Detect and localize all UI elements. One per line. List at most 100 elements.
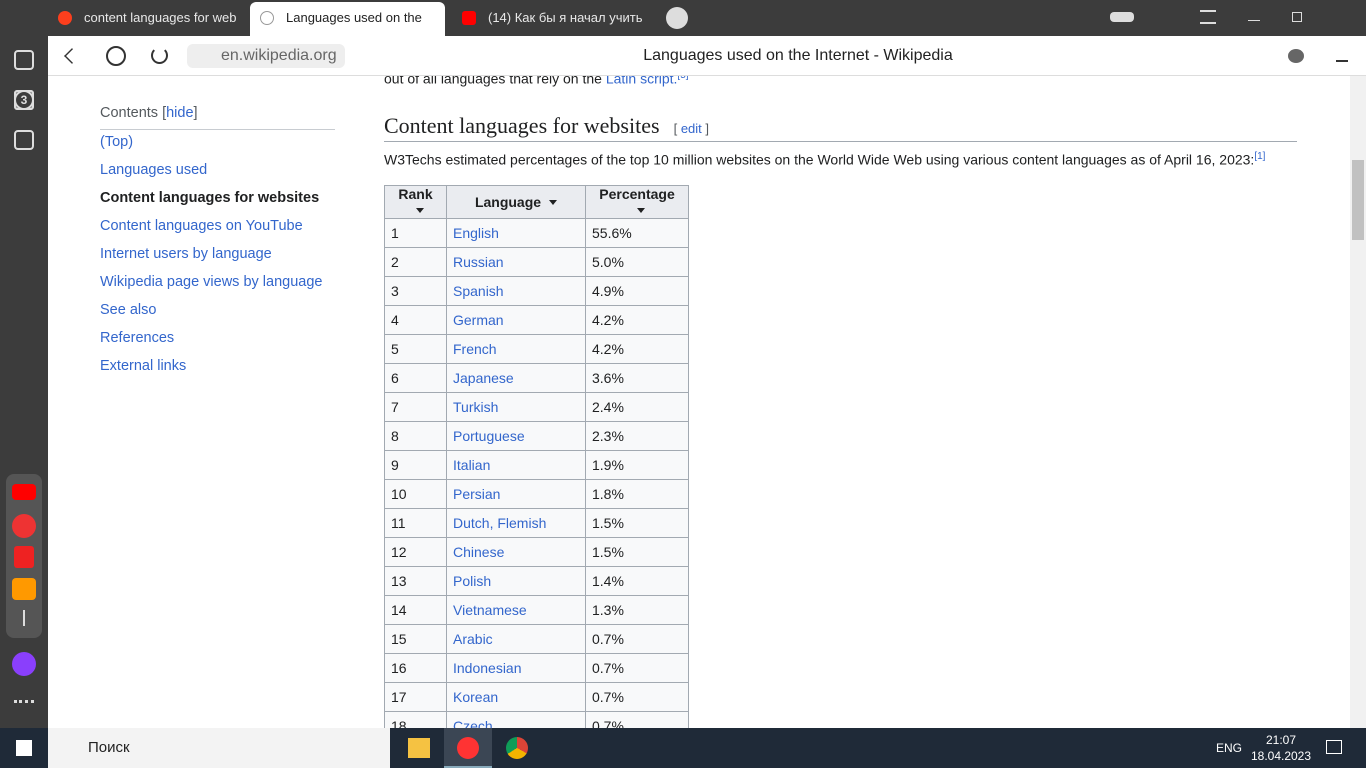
minimize-button[interactable] [1248,20,1260,21]
language-indicator[interactable]: ENG [1216,741,1243,755]
table-row: 7 Turkish 2.4% [384,392,689,422]
toc-item[interactable]: (Top) [100,134,134,150]
language-link[interactable]: Chinese [453,544,505,560]
language-link[interactable]: Turkish [453,399,499,415]
menu-button[interactable] [1200,10,1216,24]
language-link[interactable]: Dutch, Flemish [453,515,547,531]
language-link[interactable]: Russian [453,254,504,270]
table-cell: 8 [384,421,447,451]
tab[interactable]: content languages for web [48,4,243,32]
reference[interactable]: [5] [677,76,688,81]
table-cell: 3.6% [585,363,689,393]
table-cell: 16 [384,653,447,683]
more-icon[interactable] [14,700,34,704]
url-field[interactable]: en.wikipedia.org [187,44,345,68]
taskbar: Поиск ENG 21:07 18.04.2023 [0,728,1366,768]
table-row: 17 Korean 0.7% [384,682,689,712]
table-cell: 1.8% [585,479,689,509]
column-header[interactable]: Percentage [585,185,689,219]
language-link[interactable]: Korean [453,689,499,705]
translate-icon[interactable] [12,514,36,538]
language-link[interactable]: German [453,312,504,328]
app-panel [6,474,42,638]
text: W3Techs estimated percentages of the top… [384,151,1255,168]
table-cell: 11 [384,508,447,538]
language-link[interactable]: Persian [453,486,501,502]
youtube-icon[interactable] [12,484,36,500]
table-cell: Russian [446,247,586,277]
table-cell: 1.3% [585,595,689,625]
table-cell: German [446,305,586,335]
language-link[interactable]: English [453,225,499,241]
table-cell: 1 [384,218,447,248]
table-cell: Arabic [446,624,586,654]
table-cell: 17 [384,682,447,712]
table-cell: English [446,218,586,248]
sidebar-icon[interactable] [14,130,34,150]
table-cell: Dutch, Flemish [446,508,586,538]
reference[interactable]: [1] [1254,151,1266,162]
web-content: Contents [hide] (Top) Languages used Conte… [48,76,1350,728]
reload-button[interactable] [151,47,168,64]
search-box[interactable]: Поиск [48,728,390,768]
language-link[interactable]: Japanese [453,370,514,386]
tab-title: Languages used on the [286,10,422,25]
language-link[interactable]: Czech [453,718,493,728]
column-header[interactable]: Language [446,185,586,219]
explorer-icon[interactable] [408,738,430,758]
table-row: 9 Italian 1.9% [384,450,689,480]
table-cell: 7 [384,392,447,422]
language-link[interactable]: Polish [453,573,492,589]
toc-item[interactable]: Wikipedia page views by language [100,274,323,290]
download-button[interactable] [1336,48,1348,62]
url: en.wikipedia.org [221,47,337,64]
yandex-button[interactable] [106,46,126,66]
toc-item[interactable]: Languages used [100,162,208,178]
language-link[interactable]: French [453,341,497,357]
restore-button[interactable] [1292,12,1302,22]
tab[interactable]: (14) Как бы я начал учить [452,4,647,32]
language-link[interactable]: Spanish [453,283,504,299]
toc-hide[interactable]: hide [166,105,194,121]
language-link[interactable]: Vietnamese [453,602,527,618]
clock[interactable]: 21:07 18.04.2023 [1250,732,1312,764]
tab-active[interactable]: Languages used on the [250,2,445,36]
toc-item[interactable]: Content languages on YouTube [100,218,303,234]
table-cell: 1.5% [585,537,689,567]
browser-sidebar: 3 [0,36,48,728]
table-row: 14 Vietnamese 1.3% [384,595,689,625]
toc-item[interactable]: References [100,330,175,346]
link[interactable]: Latin script. [605,76,678,87]
table-row: 13 Polish 1.4% [384,566,689,596]
edit-link[interactable]: edit [680,121,702,136]
toc-item[interactable]: External links [100,358,187,374]
scrollbar[interactable] [1350,76,1366,728]
language-link[interactable]: Italian [453,457,491,473]
mail-icon[interactable] [12,578,36,600]
column-header[interactable]: Rank [384,185,447,219]
start-button[interactable] [16,740,32,756]
table-row: 10 Persian 1.8% [384,479,689,509]
toc-item[interactable]: Content languages for websites [100,190,320,206]
toc-item[interactable]: See also [100,302,157,318]
language-link[interactable]: Arabic [453,631,493,647]
sidebar-badge[interactable]: 3 [14,90,34,110]
scroll-thumb[interactable] [1352,160,1364,240]
incognito-icon[interactable] [1110,12,1134,22]
table-cell: 2 [384,247,447,277]
language-link[interactable]: Indonesian [453,660,522,676]
language-link[interactable]: Portuguese [453,428,525,444]
notifications[interactable] [1326,740,1342,754]
chrome-icon[interactable] [506,737,528,759]
back-button[interactable] [64,48,80,64]
sidebar-icon[interactable] [14,50,34,70]
add-icon[interactable] [23,610,25,626]
app-icon[interactable] [14,546,34,568]
profile-icon[interactable] [1288,49,1304,63]
toc-item[interactable]: Internet users by language [100,246,272,262]
table-row: 16 Indonesian 0.7% [384,653,689,683]
new-tab-button[interactable] [666,7,688,29]
alice-icon[interactable] [12,652,36,676]
taskbar-app-active[interactable] [444,728,492,768]
